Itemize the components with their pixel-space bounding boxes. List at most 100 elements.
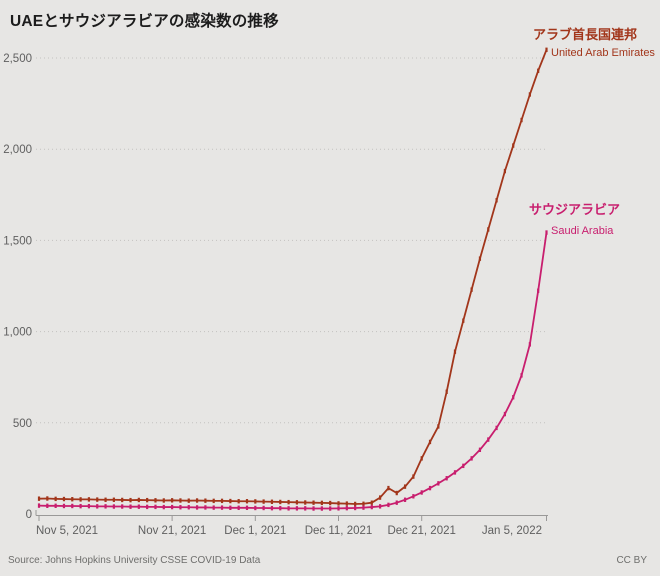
data-point-marker — [545, 47, 548, 52]
data-point-marker — [495, 198, 498, 203]
data-point-marker — [537, 68, 540, 73]
data-point-marker — [487, 227, 490, 232]
data-point-marker — [395, 490, 398, 496]
data-point-marker — [312, 506, 315, 511]
x-axis-label: Dec 21, 2021 — [387, 525, 455, 537]
data-point-marker — [270, 499, 274, 504]
data-point-marker — [46, 503, 49, 508]
data-point-marker — [304, 506, 307, 511]
data-point-marker — [420, 456, 423, 461]
data-point-marker — [87, 497, 91, 502]
data-point-marker — [453, 470, 457, 475]
data-point-marker — [245, 499, 249, 504]
data-point-marker — [121, 497, 124, 503]
data-point-marker — [220, 505, 224, 510]
data-point-marker — [512, 395, 515, 400]
data-point-marker — [262, 499, 265, 504]
data-point-marker — [437, 481, 440, 486]
data-point-marker — [354, 505, 357, 511]
data-point-marker — [212, 505, 215, 510]
data-point-marker — [137, 497, 140, 503]
data-point-marker — [79, 497, 82, 502]
data-point-marker — [453, 349, 457, 354]
data-point-marker — [503, 411, 507, 417]
data-point-marker — [204, 505, 207, 510]
chart-title: UAEとサウジアラビアの感染数の推移 — [10, 13, 279, 30]
data-point-marker — [387, 502, 390, 508]
data-point-marker — [487, 437, 490, 442]
data-point-marker — [462, 318, 465, 323]
data-point-marker — [387, 485, 390, 491]
data-point-marker — [337, 501, 340, 506]
data-point-marker — [412, 494, 415, 499]
source-attribution: Source: Johns Hopkins University CSSE CO… — [8, 555, 261, 566]
y-axis-label: 1,000 — [3, 327, 32, 339]
data-point-marker — [37, 496, 41, 501]
series-label-uae-ja: アラブ首長国連邦 — [533, 27, 638, 42]
data-point-marker — [187, 498, 190, 503]
data-point-marker — [54, 496, 57, 502]
data-point-marker — [154, 504, 157, 510]
line-series-uae — [38, 49, 548, 505]
data-point-marker — [229, 505, 232, 510]
data-point-marker — [96, 504, 99, 509]
data-point-marker — [212, 498, 215, 504]
data-point-marker — [462, 463, 465, 469]
data-point-marker — [154, 498, 157, 503]
data-point-marker — [495, 425, 498, 431]
data-point-marker — [379, 495, 382, 500]
data-point-marker — [179, 505, 182, 510]
data-point-marker — [79, 503, 82, 509]
data-point-marker — [412, 474, 415, 479]
y-axis-label: 500 — [13, 418, 32, 430]
data-point-marker — [512, 143, 515, 148]
data-point-marker — [428, 485, 432, 491]
data-point-marker — [104, 504, 107, 509]
data-point-marker — [54, 503, 57, 508]
data-point-marker — [403, 484, 407, 489]
data-point-marker — [362, 505, 365, 510]
data-point-marker — [237, 505, 240, 510]
x-axis-label: Dec 1, 2021 — [224, 525, 286, 537]
data-point-marker — [262, 505, 265, 511]
data-point-marker — [137, 504, 140, 509]
data-point-marker — [329, 500, 332, 506]
y-axis-label: 2,000 — [3, 144, 32, 156]
data-point-marker — [46, 496, 49, 501]
data-point-marker — [520, 373, 523, 378]
data-point-marker — [195, 505, 199, 510]
data-point-marker — [420, 490, 423, 495]
data-point-marker — [370, 500, 373, 505]
series-label-saudi-en: Saudi Arabia — [551, 225, 614, 237]
series-label-uae-en: United Arab Emirates — [551, 47, 655, 59]
data-point-marker — [503, 168, 507, 174]
data-point-marker — [379, 504, 382, 509]
data-point-marker — [320, 500, 323, 506]
data-point-marker — [354, 501, 357, 507]
x-axis-label: Nov 21, 2021 — [138, 525, 206, 537]
data-point-marker — [470, 456, 473, 461]
data-point-marker — [204, 498, 207, 503]
data-point-marker — [337, 506, 340, 511]
line-series-saudi — [38, 232, 548, 510]
data-point-marker — [287, 499, 290, 505]
data-point-marker — [329, 506, 332, 511]
data-point-marker — [245, 505, 249, 510]
data-point-marker — [179, 498, 182, 503]
data-point-marker — [71, 497, 74, 502]
data-point-marker — [537, 288, 540, 293]
data-point-marker — [279, 505, 282, 511]
data-point-marker — [362, 501, 365, 506]
y-axis-label: 0 — [26, 509, 32, 521]
x-axis-label: Nov 5, 2021 — [36, 525, 98, 537]
data-point-marker — [129, 497, 132, 503]
x-axis-label: Jan 5, 2022 — [482, 525, 542, 537]
data-point-marker — [62, 503, 66, 509]
data-point-marker — [287, 506, 290, 511]
license-label: CC BY — [616, 555, 647, 566]
data-point-marker — [304, 500, 307, 505]
data-point-marker — [146, 504, 149, 510]
data-point-marker — [162, 504, 165, 510]
series-label-saudi-ja: サウジアラビア — [529, 202, 621, 217]
